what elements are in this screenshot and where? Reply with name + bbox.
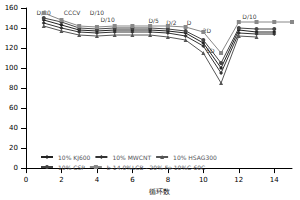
svg-text:D/5: D/5 bbox=[148, 17, 159, 24]
svg-text:60: 60 bbox=[9, 104, 18, 112]
svg-text:b-14.0%LCB - 20% Fe-10%C-60C: b-14.0%LCB - 20% Fe-10%C-60C bbox=[107, 164, 205, 171]
svg-text:100: 100 bbox=[5, 64, 18, 72]
svg-text:10: 10 bbox=[199, 176, 208, 184]
svg-text:8: 8 bbox=[166, 176, 170, 184]
svg-text:20: 20 bbox=[9, 144, 18, 152]
svg-text:2D: 2D bbox=[202, 26, 212, 34]
svg-text:循环数: 循环数 bbox=[149, 188, 170, 196]
svg-text:D/10: D/10 bbox=[90, 9, 104, 16]
svg-text:D/2: D/2 bbox=[166, 18, 177, 26]
svg-text:D/10: D/10 bbox=[242, 13, 256, 20]
svg-text:0: 0 bbox=[14, 164, 18, 172]
svg-text:10% HSAG300: 10% HSAG300 bbox=[173, 154, 217, 161]
svg-text:5D: 5D bbox=[206, 46, 215, 54]
svg-text:D: D bbox=[187, 19, 192, 26]
svg-text:12: 12 bbox=[234, 176, 243, 184]
svg-text:4: 4 bbox=[95, 176, 100, 184]
svg-text:0: 0 bbox=[24, 176, 28, 184]
svg-text:80: 80 bbox=[9, 84, 18, 92]
svg-text:2: 2 bbox=[59, 176, 63, 184]
svg-text:140: 140 bbox=[5, 24, 18, 32]
svg-text:40: 40 bbox=[9, 124, 18, 132]
svg-text:10% CSP: 10% CSP bbox=[58, 164, 85, 171]
svg-text:CCCV: CCCV bbox=[64, 9, 82, 16]
svg-text:10% KJ600: 10% KJ600 bbox=[58, 154, 91, 162]
svg-text:6: 6 bbox=[130, 176, 135, 184]
svg-text:D/10: D/10 bbox=[100, 16, 114, 23]
svg-text:10% MWCNT: 10% MWCNT bbox=[112, 154, 151, 161]
svg-text:D/20: D/20 bbox=[37, 9, 51, 16]
svg-text:120: 120 bbox=[5, 44, 18, 52]
svg-text:160: 160 bbox=[5, 4, 18, 12]
svg-text:14: 14 bbox=[270, 176, 279, 184]
